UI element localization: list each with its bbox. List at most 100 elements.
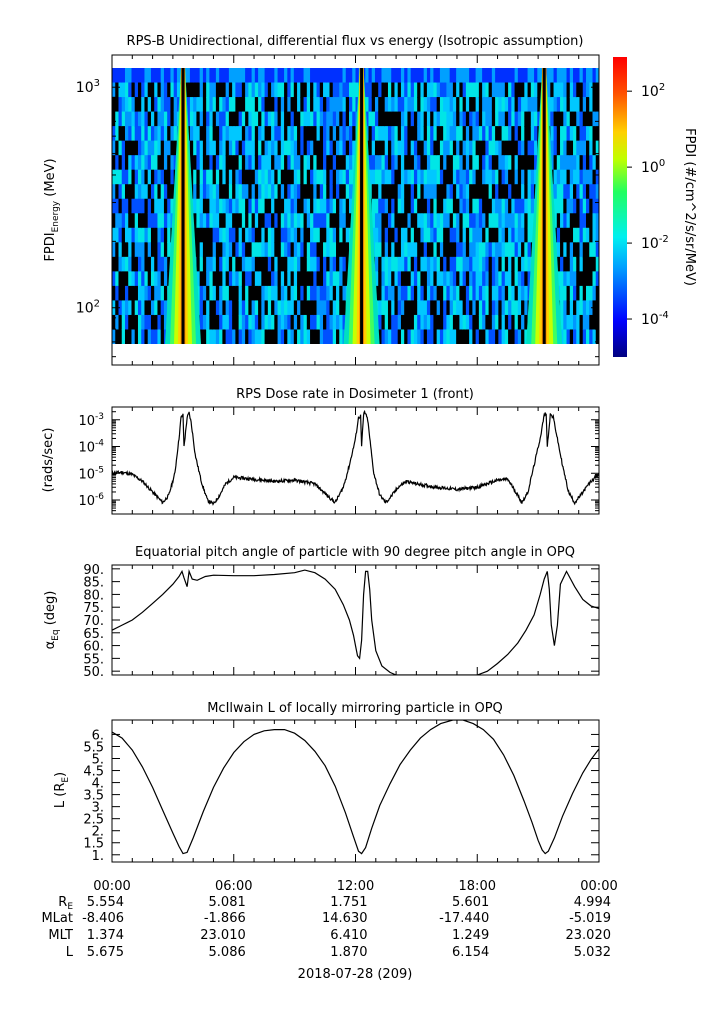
heatmap-cell (563, 111, 568, 127)
heatmap-cell (378, 169, 383, 185)
heatmap-cell (443, 300, 448, 316)
heatmap-cell (261, 198, 266, 214)
heatmap-cell (261, 227, 266, 243)
heatmap-cell (446, 300, 451, 316)
heatmap-cell (254, 227, 259, 243)
heatmap-cell (400, 198, 405, 214)
heatmap-cell (426, 329, 431, 344)
heatmap-cell (284, 126, 288, 142)
heatmap-cell (374, 184, 379, 200)
heatmap-cell (336, 213, 340, 229)
heatmap-cell (579, 97, 584, 113)
colorbar-tick-label: 10-2 (641, 234, 669, 252)
flux-peak-gap (360, 68, 364, 344)
heatmap-cell (173, 82, 178, 98)
heatmap-cell (579, 329, 584, 344)
heatmap-cell (280, 285, 285, 302)
heatmap-cell (368, 97, 373, 113)
heatmap-cell (134, 111, 139, 127)
heatmap-cell (206, 97, 210, 113)
heatmap-cell (219, 126, 223, 142)
heatmap-cell (163, 97, 168, 113)
heatmap-cell (310, 314, 314, 331)
heatmap-cell (478, 155, 483, 171)
heatmap-cell (248, 198, 253, 214)
heatmap-cell (293, 213, 298, 229)
heatmap-cell (241, 256, 246, 272)
heatmap-cell (225, 184, 230, 200)
heatmap-cell (339, 97, 344, 113)
heatmap-cell (154, 256, 159, 272)
heatmap-cell (491, 256, 496, 272)
heatmap-cell (384, 271, 389, 287)
heatmap-cell (222, 111, 227, 127)
heatmap-cell (495, 169, 499, 185)
heatmap-cell (430, 213, 435, 229)
heatmap-cell (417, 68, 422, 84)
heatmap-cell (112, 256, 116, 272)
heatmap-cell (209, 97, 214, 113)
heatmap-cell (491, 140, 496, 156)
heatmap-cell (573, 126, 577, 142)
heatmap-cell (202, 213, 207, 229)
heatmap-cell (115, 242, 120, 258)
heatmap-cell (293, 169, 298, 185)
heatmap-cell (465, 97, 470, 113)
heatmap-cell (284, 213, 288, 229)
heatmap-cell (144, 198, 149, 214)
heatmap-cell (310, 271, 314, 287)
heatmap-cell (157, 271, 162, 287)
heatmap-cell (274, 314, 279, 331)
heatmap-cell (397, 184, 402, 200)
heatmap-cell (387, 126, 392, 142)
heatmap-cell (384, 329, 389, 344)
heatmap-cell (560, 169, 564, 185)
heatmap-cell (553, 97, 558, 113)
heatmap-cell (209, 68, 214, 84)
heatmap-cell (579, 300, 584, 316)
heatmap-cell (566, 227, 571, 243)
heatmap-cell (387, 155, 392, 171)
heatmap-cell (118, 111, 123, 127)
heatmap-cell (576, 169, 581, 185)
heatmap-cell (527, 198, 532, 214)
heatmap-cell (323, 68, 327, 84)
heatmap-cell (160, 126, 165, 142)
heatmap-cell (319, 155, 324, 171)
heatmap-cell (452, 97, 457, 113)
heatmap-cell (258, 82, 262, 98)
heatmap-cell (404, 242, 409, 258)
heatmap-cell (147, 314, 152, 331)
heatmap-cell (121, 256, 126, 272)
heatmap-cell (472, 285, 477, 302)
heatmap-cell (553, 169, 558, 185)
heatmap-cell (186, 97, 191, 113)
heatmap-cell (521, 271, 525, 287)
heatmap-cell (443, 68, 448, 84)
heatmap-cell (154, 227, 159, 243)
heatmap-cell (482, 68, 486, 84)
heatmap-cell (478, 256, 483, 272)
heatmap-cell (508, 198, 512, 214)
heatmap-cell (488, 256, 493, 272)
heatmap-cell (579, 111, 584, 127)
heatmap-cell (287, 169, 292, 185)
heatmap-cell (504, 184, 509, 200)
heatmap-cell (521, 126, 525, 142)
heatmap-cell (384, 97, 389, 113)
heatmap-cell (462, 198, 467, 214)
heatmap-cell (465, 68, 470, 84)
heatmap-cell (589, 184, 594, 200)
heatmap-cell (150, 271, 155, 287)
y-tick-label: 1.5 (83, 837, 104, 852)
heatmap-cell (121, 140, 126, 156)
ephemeris-value: 1.751 (330, 895, 367, 910)
heatmap-cell (430, 198, 435, 214)
heatmap-cell (219, 82, 223, 98)
heatmap-cell (157, 140, 162, 156)
heatmap-cell (404, 140, 409, 156)
heatmap-cell (381, 256, 386, 272)
heatmap-cell (446, 155, 451, 171)
heatmap-cell (501, 285, 506, 302)
heatmap-cell (258, 300, 262, 316)
